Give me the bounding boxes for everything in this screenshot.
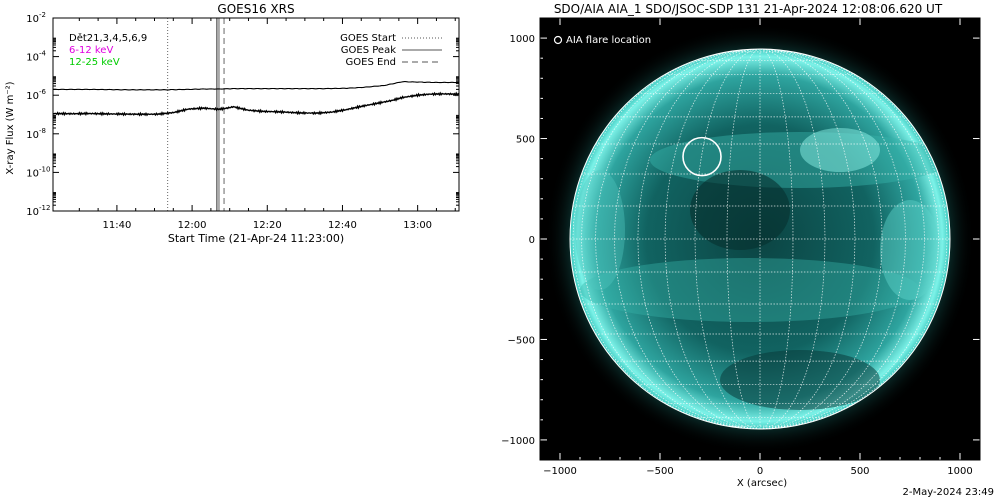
goes-y-tick-label: 10 [26,91,39,102]
goes-x-tick-label: 11:40 [102,220,131,231]
goes-x-tick-label: 12:20 [253,220,282,231]
aia-x-tick-label: −500 [646,466,673,477]
grid-longitude-line [581,49,761,429]
solar-limb [569,48,951,430]
active-region-east [575,170,625,290]
goes-markers [167,18,225,211]
goes-channel-label-6-12kev: 6-12 keV [69,45,113,56]
goes-legend: GOES Start GOES Peak GOES End [340,33,442,68]
aia-x-tick-label: 1000 [947,466,972,477]
aia-y-tick-label: 0 [529,235,535,246]
grid-longitude-line [759,49,939,429]
goes-x-ticks: 11:40 12:00 12:20 12:40 13:00 [78,18,456,231]
goes-series-short [52,91,460,117]
aia-flare-legend-icon [553,35,563,45]
goes-y-tick-exponent: -12 [39,204,50,212]
grid-longitude-line [726,49,761,429]
aia-flare-legend-label: AIA flare location [566,35,651,46]
goes-detectors-label: Dět21,3,4,5,6,9 [69,32,147,44]
aia-x-tick-label: 500 [850,466,869,477]
aia-plot-frame [539,17,981,461]
goes-y-tick-exponent: -2 [39,11,46,19]
grid-longitude-line [595,49,761,429]
aia-flare-location-circle [682,136,722,177]
goes-series-long [52,81,460,91]
aia-y-tick-label: 1000 [510,34,535,45]
grid-longitude-line [759,49,826,429]
aia-y-tick-label: 500 [516,135,535,146]
legend-goes-end-label: GOES End [346,57,396,68]
goes-x-tick-label: 13:00 [403,220,432,231]
goes-x-tick-label: 12:00 [178,220,207,231]
aia-x-axis-label: X (arcsec) [737,478,787,489]
goes-y-tick-label: 10 [26,168,39,179]
goes-x-tick-label: 12:40 [328,220,357,231]
goes-series [52,81,460,117]
aia-y-ticks: −1000 −500 0 500 1000 [501,34,980,447]
active-region-west [880,200,940,300]
goes-chart-title: GOES16 XRS [217,2,294,16]
goes-x-axis-label: Start Time (21-Apr-24 11:23:00) [168,232,344,245]
grid-longitude-line [759,49,794,429]
aia-image-panel: SDO/AIA AIA_1 SDO/JSOC-SDP 131 21-Apr-20… [501,2,981,489]
active-region-northeast [800,128,880,172]
goes-plot-frame [52,17,460,212]
goes-y-tick-exponent: -4 [39,50,47,58]
active-region-band-south [580,258,920,322]
grid-longitude-line [614,49,761,429]
aia-chart-title: SDO/AIA AIA_1 SDO/JSOC-SDP 131 21-Apr-20… [554,2,943,16]
coronal-hole-center [690,170,790,250]
goes-y-tick-label: 10 [26,53,39,64]
active-region-band-north [650,132,950,188]
grid-longitude-line [759,49,906,429]
heliographic-grid [570,49,950,429]
grid-longitude-line [694,49,761,429]
goes-channel-label-12-25kev: 12-25 keV [69,57,120,68]
goes-y-tick-exponent: -8 [39,127,46,135]
goes-y-tick-exponent: -10 [39,165,50,173]
aia-y-tick-label: −1000 [501,436,535,447]
goes-y-axis-label-text: X-ray Flux (W m⁻²) [5,81,16,174]
goes-y-tick-exponent: -6 [39,88,47,96]
goes-y-tick-label: 10 [26,130,39,141]
goes-y-tick-label: 10 [26,207,39,218]
coronal-hole-south [720,350,880,410]
goes-xrs-chart: GOES16 XRS X-ray Flux (W m⁻²) 10-1210-10… [5,2,460,245]
footer-timestamp: 2-May-2024 23:49 [902,487,994,498]
aia-x-tick-label: −1000 [543,466,577,477]
legend-goes-start-label: GOES Start [340,33,396,44]
legend-goes-peak-label: GOES Peak [341,45,396,56]
grid-longitude-line [759,49,925,429]
goes-y-tick-label: 10 [26,14,39,25]
aia-y-tick-label: −500 [508,335,535,346]
goes-y-axis-label: X-ray Flux (W m⁻²) [5,81,16,174]
aia-x-tick-label: 0 [757,466,763,477]
